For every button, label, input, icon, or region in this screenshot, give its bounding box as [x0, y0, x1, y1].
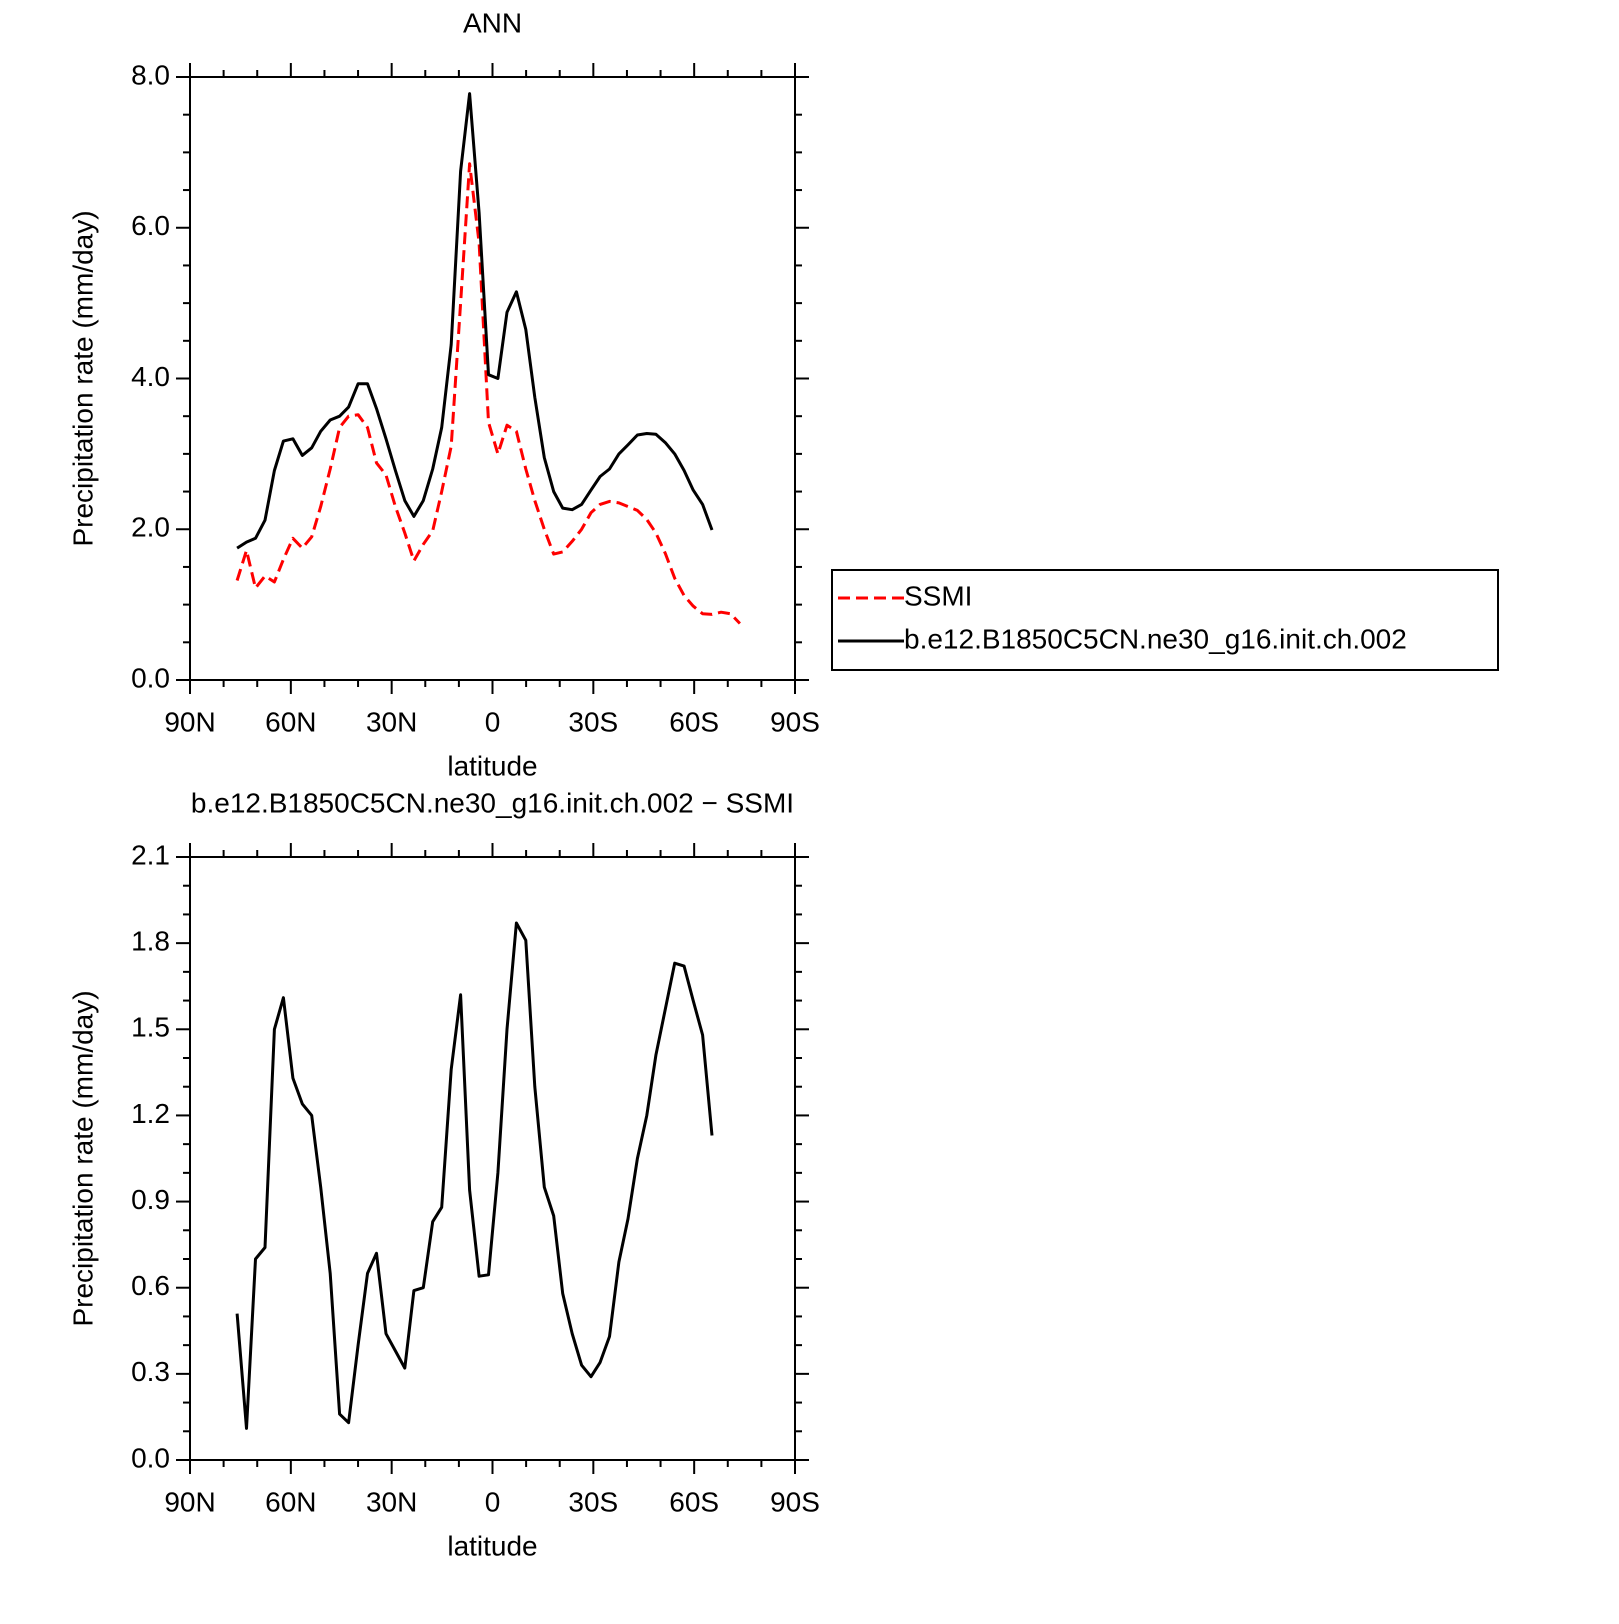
plot-frame: [189, 856, 796, 1461]
y-tick-label: 0.0: [131, 1442, 170, 1473]
chart-title: b.e12.B1850C5CN.ne30_g16.init.ch.002 − S…: [191, 787, 794, 818]
x-tick-label: 60N: [265, 706, 316, 737]
y-axis-label: Precipitation rate (mm/day): [67, 210, 98, 546]
x-tick-label: 90S: [770, 1486, 820, 1517]
chart-title: ANN: [463, 7, 522, 38]
x-tick-label: 90N: [164, 706, 215, 737]
x-tick-label: 30N: [366, 706, 417, 737]
x-tick-label: 30S: [568, 706, 618, 737]
data-line: [236, 92, 714, 550]
x-tick-label: 30N: [366, 1486, 417, 1517]
data-line: [235, 162, 741, 625]
x-tick-label: 30S: [568, 1486, 618, 1517]
x-axis-label: latitude: [447, 1530, 537, 1561]
legend-label: SSMI: [904, 580, 972, 611]
x-tick-label: 0: [485, 1486, 501, 1517]
plot-frame: [189, 76, 796, 681]
y-tick-label: 6.0: [131, 210, 170, 241]
y-tick-label: 0.0: [131, 662, 170, 693]
x-tick-label: 90S: [770, 706, 820, 737]
x-tick-label: 60S: [669, 706, 719, 737]
data-line: [235, 921, 714, 1430]
legend-label: b.e12.B1850C5CN.ne30_g16.init.ch.002: [904, 623, 1407, 654]
y-tick-label: 0.9: [131, 1184, 170, 1215]
x-tick-label: 60S: [669, 1486, 719, 1517]
x-axis-label: latitude: [447, 750, 537, 781]
y-tick-label: 8.0: [131, 59, 170, 90]
y-tick-label: 2.0: [131, 512, 170, 543]
y-tick-label: 4.0: [131, 361, 170, 392]
legend-box: [831, 569, 1499, 671]
x-tick-label: 90N: [164, 1486, 215, 1517]
y-tick-label: 0.6: [131, 1270, 170, 1301]
y-tick-label: 1.8: [131, 926, 170, 957]
x-tick-label: 0: [485, 706, 501, 737]
y-tick-label: 1.5: [131, 1012, 170, 1043]
y-tick-label: 2.1: [131, 839, 170, 870]
y-axis-label: Precipitation rate (mm/day): [67, 990, 98, 1326]
y-tick-label: 0.3: [131, 1356, 170, 1387]
y-tick-label: 1.2: [131, 1098, 170, 1129]
x-tick-label: 60N: [265, 1486, 316, 1517]
